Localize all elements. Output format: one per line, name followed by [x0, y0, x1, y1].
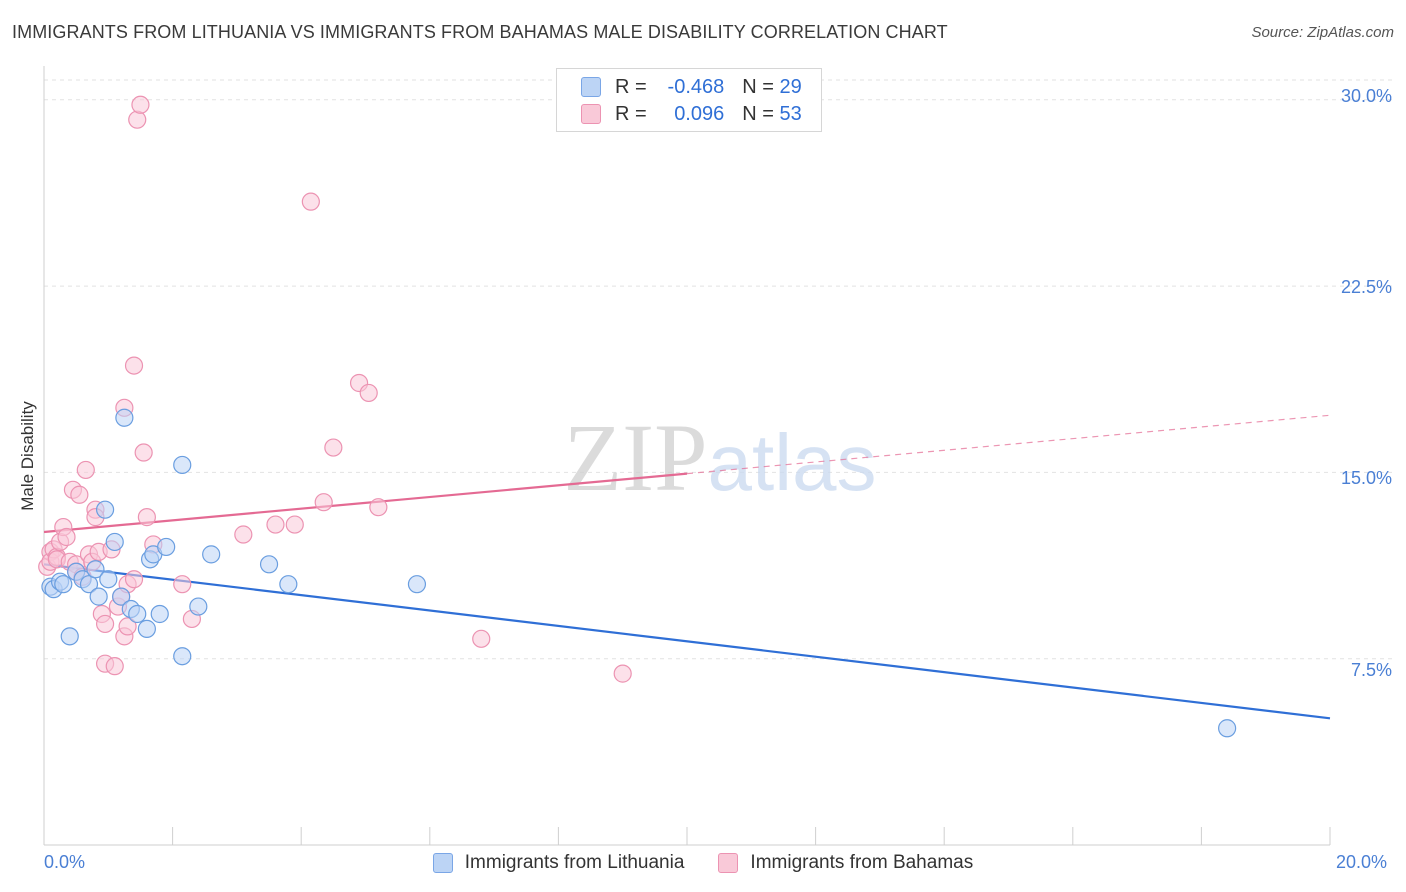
data-point — [86, 560, 105, 579]
bahamas-swatch — [581, 104, 601, 124]
gridlines — [44, 79, 1392, 660]
data-point — [1218, 719, 1237, 738]
data-point — [173, 455, 192, 475]
trend-line — [43, 563, 1331, 720]
data-point — [118, 617, 137, 636]
x-tick-label: 0.0% — [44, 852, 86, 872]
legend-row-bahamas: R = 0.096 N = 53 — [581, 102, 802, 126]
y-tick-label: 22.5% — [1340, 277, 1392, 297]
data-point — [173, 647, 192, 666]
data-point — [359, 383, 378, 403]
axes — [43, 66, 1331, 846]
x-tick-label: 20.0% — [1336, 852, 1388, 872]
data-point — [157, 537, 176, 557]
data-point — [137, 508, 156, 527]
data-point — [134, 443, 153, 462]
stats-legend: R = -0.468 N = 29 R = 0.096 N = 53 — [556, 68, 822, 132]
data-point — [115, 408, 134, 427]
chart-title: IMMIGRANTS FROM LITHUANIA VS IMMIGRANTS … — [12, 22, 948, 42]
r-label: R = — [615, 102, 647, 125]
watermark-atlas: atlas — [708, 418, 877, 507]
data-point — [285, 515, 304, 534]
data-point — [112, 587, 131, 606]
r-value: -0.468 — [667, 75, 725, 98]
data-point — [70, 485, 89, 504]
lithuania-swatch — [432, 853, 453, 873]
legend-label: Immigrants from Bahamas — [750, 852, 974, 873]
data-point — [131, 95, 150, 114]
legend-label: Immigrants from Lithuania — [464, 852, 685, 873]
watermark-zip: ZIP — [564, 404, 708, 511]
data-point — [137, 619, 156, 638]
lithuania-swatch — [581, 77, 601, 97]
data-point — [189, 597, 208, 616]
data-point — [105, 532, 124, 552]
data-point — [613, 664, 632, 683]
data-point — [128, 110, 147, 129]
data-point — [202, 545, 221, 564]
data-point — [105, 657, 124, 676]
n-value: 53 — [779, 102, 802, 125]
data-point — [54, 575, 73, 594]
r-value: 0.096 — [674, 102, 725, 125]
data-point — [259, 555, 279, 574]
data-point — [173, 575, 192, 594]
data-point — [279, 575, 298, 594]
data-point — [124, 570, 144, 589]
data-points — [38, 95, 1237, 738]
data-point — [95, 614, 115, 634]
data-point — [95, 500, 115, 519]
legend-row-lithuania: R = -0.468 N = 29 — [581, 75, 802, 99]
n-label: N = — [742, 75, 774, 98]
data-point — [301, 192, 320, 211]
data-point — [324, 438, 343, 457]
bahamas-swatch — [718, 853, 739, 873]
data-point — [314, 493, 333, 512]
y-tick-label: 30.0% — [1340, 86, 1392, 106]
data-point — [150, 604, 169, 624]
trend-line-extension — [686, 414, 1331, 475]
y-tick-label: 15.0% — [1340, 468, 1392, 488]
series-legend: Immigrants from Lithuania Immigrants fro… — [0, 852, 1406, 874]
n-value: 29 — [779, 75, 802, 98]
legend-item-lithuania: Immigrants from Lithuania — [432, 852, 685, 874]
watermark: ZIPatlas — [564, 404, 877, 511]
y-tick-label: 7.5% — [1350, 660, 1392, 680]
r-label: R = — [615, 75, 647, 98]
data-point — [99, 570, 118, 589]
legend-item-bahamas: Immigrants from Bahamas — [718, 852, 973, 874]
data-point — [89, 587, 108, 606]
data-point — [128, 604, 147, 624]
data-point — [369, 498, 388, 517]
data-point — [266, 515, 285, 534]
data-point — [472, 629, 491, 648]
chart-source: Source: ZipAtlas.com — [1251, 24, 1394, 41]
data-point — [60, 627, 79, 646]
data-point — [124, 356, 144, 375]
data-point — [234, 525, 253, 544]
data-point — [407, 575, 427, 594]
data-point — [57, 527, 76, 547]
data-point — [76, 460, 95, 480]
n-label: N = — [742, 102, 774, 125]
